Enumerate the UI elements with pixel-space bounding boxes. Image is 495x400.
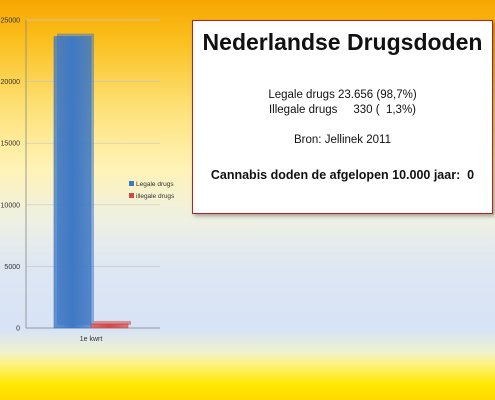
y-tick-label: 20000 [1, 79, 21, 86]
legend-label: Legale drugs [136, 181, 174, 188]
bar-shadow-illegale-drugs [94, 320, 131, 325]
bar-legale-drugs [53, 36, 92, 329]
y-tick-label: 5000 [4, 264, 20, 271]
legend-swatch [129, 181, 134, 186]
bar-chart: 0 5000 10000 15000 20000 25000 1e kwrt Legale d… [1, 18, 176, 344]
legal-drugs-line: Legale drugs 23.656 (98,7%) [268, 89, 417, 101]
y-tick-label: 0 [16, 326, 20, 333]
source-line: Bron: Jellinek 2011 [294, 134, 391, 146]
legend-label: illegale drugs [136, 193, 175, 200]
y-tick-label: 25000 [1, 18, 21, 25]
bar-illegale-drugs [90, 323, 129, 329]
x-category-label: 1e kwrt [80, 336, 103, 343]
box-title: Nederlandse Drugsdoden [202, 29, 483, 55]
info-box: Nederlandse Drugsdoden Legale drugs 23.6… [192, 20, 493, 214]
illegal-drugs-line: Illegale drugs 330 ( 1,3%) [268, 104, 417, 116]
legend-swatch [129, 193, 134, 198]
y-tick-label: 10000 [1, 202, 21, 209]
cannabis-line: Cannabis doden de afgelopen 10.000 jaar:… [210, 168, 475, 182]
y-tick-label: 15000 [1, 141, 21, 148]
